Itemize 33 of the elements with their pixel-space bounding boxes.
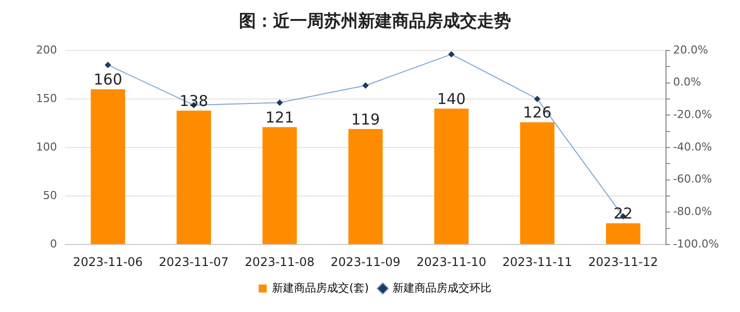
bar xyxy=(90,89,126,244)
legend-label: 新建商品房成交环比 xyxy=(392,281,492,294)
y2-tick-label: -100.0% xyxy=(673,237,720,250)
bar xyxy=(176,110,211,244)
y-tick-label: 0 xyxy=(50,237,57,250)
data-label: 121 xyxy=(265,108,294,126)
y2-tick-label: -20.0% xyxy=(673,108,712,121)
y-tick-label: 150 xyxy=(36,92,57,105)
x-tick-label: 2023-11-08 xyxy=(244,254,315,269)
x-tick-label: 2023-11-07 xyxy=(158,254,229,269)
chart-title: 图：近一周苏州新建商品房成交走势 xyxy=(239,12,511,32)
y2-tick-label: -40.0% xyxy=(673,140,712,154)
y-tick-label: 200 xyxy=(36,43,57,56)
legend-label: 新建商品房成交(套) xyxy=(272,281,369,294)
y2-tick-label: 20.0% xyxy=(673,43,708,56)
bar xyxy=(262,127,297,244)
data-label: 119 xyxy=(351,110,380,128)
x-tick-label: 2023-11-12 xyxy=(588,254,658,269)
y2-tick-label: 0.0% xyxy=(673,76,702,89)
x-tick-label: 2023-11-10 xyxy=(416,254,486,269)
y-tick-label: 100 xyxy=(36,140,57,154)
x-tick-label: 2023-11-06 xyxy=(73,254,143,269)
bar xyxy=(348,129,383,244)
bar xyxy=(520,122,554,244)
y2-tick-label: -60.0% xyxy=(673,172,712,186)
bar xyxy=(606,223,640,244)
data-label: 140 xyxy=(437,90,466,108)
y-tick-label: 50 xyxy=(42,188,57,202)
data-label: 160 xyxy=(94,70,122,89)
x-tick-label: 2023-11-09 xyxy=(330,254,400,269)
y2-tick-label: -80.0% xyxy=(673,205,712,218)
x-tick-label: 2023-11-11 xyxy=(502,254,572,269)
bar xyxy=(434,108,469,244)
